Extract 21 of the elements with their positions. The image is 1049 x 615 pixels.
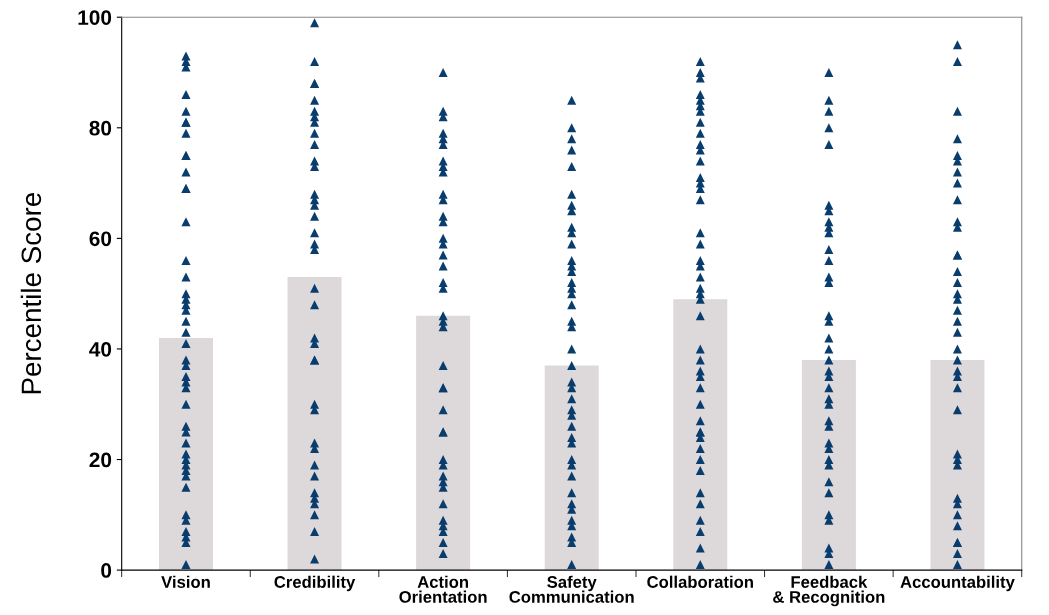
bar (158, 337, 213, 571)
y-axis-title: Percentile Score (20, 192, 42, 394)
y-tick-label: 60 (89, 231, 112, 247)
y-tick-label: 20 (89, 452, 112, 468)
x-tick-label: Vision (161, 575, 210, 588)
x-tick-label: Accountability (900, 575, 1015, 592)
bar (930, 360, 985, 571)
x-tick-label: Collaboration (647, 575, 753, 588)
x-tick-label: Action Orientation (399, 575, 487, 603)
bar (673, 299, 728, 571)
bar (287, 277, 342, 571)
bar (544, 365, 599, 571)
x-tick-label: Safety Communication (509, 575, 634, 603)
y-tick-label: 100 (78, 10, 112, 25)
y-tick-label: 40 (89, 341, 112, 357)
x-tick-label: Feedback & Recognition (773, 575, 885, 607)
x-tick-label: Credibility (274, 575, 356, 592)
y-tick-label: 80 (89, 120, 112, 136)
bar (801, 360, 856, 571)
bar (416, 315, 471, 571)
y-tick-label: 0 (101, 563, 112, 578)
